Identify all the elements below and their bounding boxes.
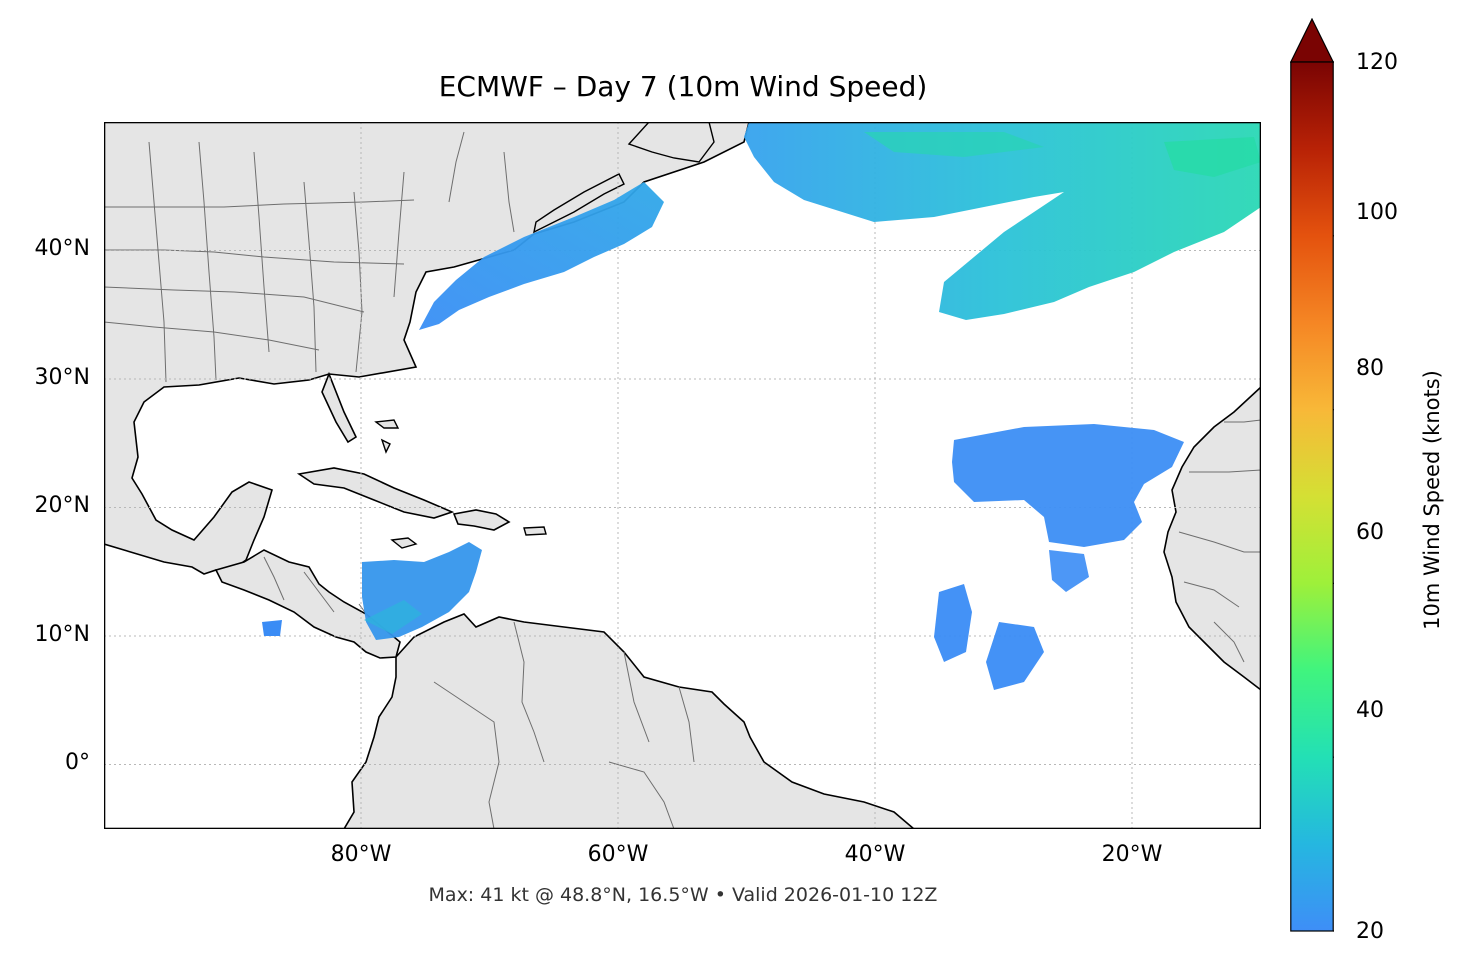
- wind-field-layer: [262, 122, 1261, 690]
- colorbar-extend-arrow: [1289, 17, 1335, 63]
- colorbar-tick-label: 80: [1356, 356, 1384, 381]
- land-nova-scotia: [533, 173, 625, 234]
- map-footer-caption: Max: 41 kt @ 48.8°N, 16.5°W • Valid 2026…: [428, 884, 938, 906]
- land-bahamas: [374, 419, 400, 454]
- lat-tick-label: 0°: [65, 750, 90, 775]
- lat-tick-label: 20°N: [34, 493, 90, 518]
- lon-tick-label: 60°W: [587, 842, 649, 867]
- land-jamaica: [390, 537, 418, 549]
- colorbar: [1289, 17, 1340, 932]
- lat-tick-label: 30°N: [34, 365, 90, 390]
- lat-tick-label: 10°N: [34, 622, 90, 647]
- lon-tick-label: 40°W: [844, 842, 906, 867]
- land-hispaniola: [452, 509, 511, 531]
- colorbar-gradient: [1290, 61, 1334, 932]
- map-title: ECMWF – Day 7 (10m Wind Speed): [438, 70, 928, 103]
- colorbar-tick-label: 40: [1356, 698, 1384, 723]
- land-africa: [1163, 385, 1261, 692]
- land-florida: [321, 371, 358, 444]
- land-newfoundland: [627, 122, 715, 163]
- land-cuba: [296, 467, 455, 519]
- political-borders: [104, 131, 1261, 829]
- colorbar-tick-label: 60: [1356, 520, 1384, 545]
- colorbar-tick-label: 120: [1356, 50, 1398, 75]
- colorbar-tick-label: 100: [1356, 200, 1398, 225]
- land-south-america: [343, 613, 916, 829]
- wind-blob-us-east-coast: [419, 182, 664, 330]
- map-plot-area[interactable]: [104, 122, 1261, 829]
- land-central-america: [214, 549, 401, 659]
- land-puerto-rico: [523, 526, 547, 536]
- lat-tick-label: 40°N: [34, 236, 90, 261]
- colorbar-label: 10m Wind Speed (knots): [1420, 370, 1444, 630]
- lon-tick-label: 20°W: [1101, 842, 1163, 867]
- wind-blob-northeast-jet: [744, 122, 1261, 320]
- colorbar-tick-label: 20: [1356, 919, 1384, 944]
- lon-tick-label: 80°W: [330, 842, 392, 867]
- wind-blob-canaries-trades: [952, 424, 1184, 547]
- wind-blob-central-tropics: [934, 584, 972, 662]
